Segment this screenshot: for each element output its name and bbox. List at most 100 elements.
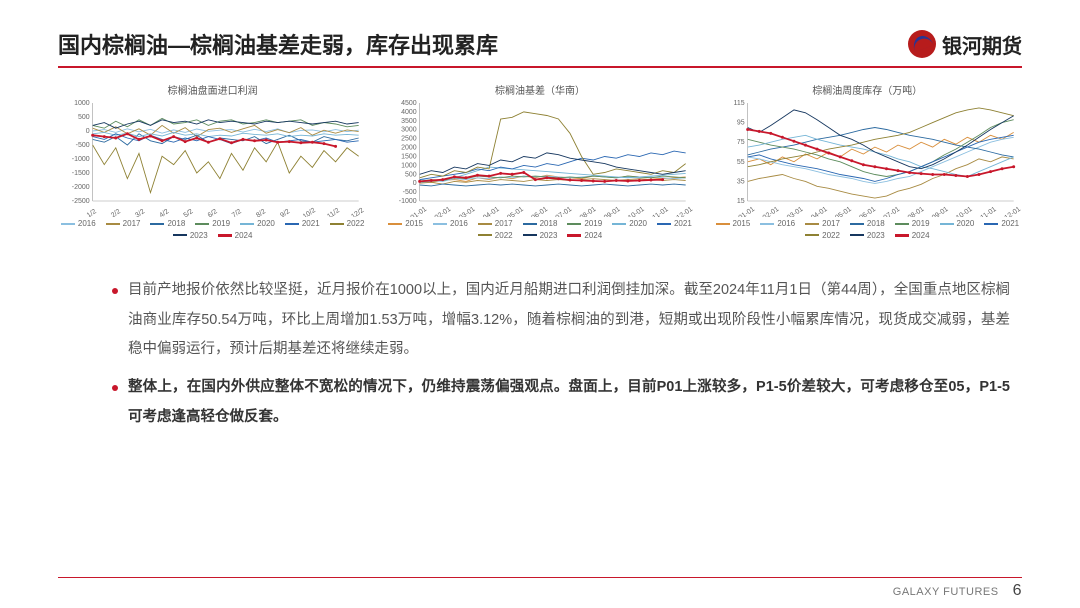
footer-line — [58, 577, 1022, 579]
svg-text:35: 35 — [737, 178, 745, 185]
svg-text:0: 0 — [413, 180, 417, 187]
legend-item: 2017 — [106, 219, 141, 229]
legend-item: 2021 — [285, 219, 320, 229]
svg-text:08-01: 08-01 — [579, 206, 598, 217]
svg-text:3000: 3000 — [401, 127, 417, 134]
chart3-svg: 153555759511501-0102-0103-0104-0105-0106… — [713, 99, 1022, 217]
legend-item: 2016 — [760, 219, 795, 229]
legend-item: 2020 — [940, 219, 975, 229]
svg-text:12/2: 12/2 — [350, 207, 365, 217]
chart-import-profit: 棕榈油盘面进口利润 -2500 -2000 -1500 -1000 -500 0 500 10… — [58, 82, 367, 252]
legend-item: 2017 — [478, 219, 513, 229]
legend-item: 2019 — [567, 219, 602, 229]
legend-item: 2022 — [478, 231, 513, 241]
svg-text:1000: 1000 — [74, 100, 90, 107]
svg-text:11-01: 11-01 — [979, 206, 997, 217]
svg-text:-2500: -2500 — [72, 198, 90, 205]
svg-text:07-01: 07-01 — [555, 206, 574, 217]
svg-text:2/2: 2/2 — [110, 208, 122, 217]
svg-text:3/2: 3/2 — [134, 208, 146, 217]
svg-text:-2000: -2000 — [72, 184, 90, 191]
svg-text:500: 500 — [405, 171, 417, 178]
svg-text:2000: 2000 — [401, 145, 417, 152]
legend-item: 2023 — [173, 231, 208, 241]
legend-item: 2022 — [805, 231, 840, 241]
svg-text:01-01: 01-01 — [410, 206, 429, 217]
svg-text:02-01: 02-01 — [434, 206, 453, 217]
bullet-item: 目前产地报价依然比较坚挺，近月报价在1000以上，国内近月船期进口利润倒挂加深。… — [110, 276, 1010, 365]
chart1-legend: 201620172018201920202021202220232024 — [58, 219, 367, 240]
chart2-title: 棕榈油基差（华南） — [495, 82, 585, 97]
svg-text:01-01: 01-01 — [737, 206, 756, 217]
chart3-title: 棕榈油周度库存（万吨） — [812, 82, 922, 97]
legend-item: 2024 — [895, 231, 930, 241]
svg-text:03-01: 03-01 — [458, 206, 477, 217]
chart3-legend: 2015201620172018201920202021202220232024 — [713, 219, 1022, 240]
svg-text:9/2: 9/2 — [279, 208, 291, 217]
svg-text:7/2: 7/2 — [231, 208, 243, 217]
svg-text:12-01: 12-01 — [1003, 206, 1022, 217]
svg-text:500: 500 — [78, 114, 90, 121]
chart1-title: 棕榈油盘面进口利润 — [168, 82, 258, 97]
chart2-legend: 2015201620172018201920202021202220232024 — [385, 219, 694, 240]
svg-text:15: 15 — [737, 198, 745, 205]
svg-text:-1000: -1000 — [72, 156, 90, 163]
legend-item: 2016 — [433, 219, 468, 229]
svg-text:2500: 2500 — [401, 136, 417, 143]
svg-text:95: 95 — [737, 120, 745, 127]
svg-text:02-01: 02-01 — [761, 206, 780, 217]
svg-text:6/2: 6/2 — [207, 208, 219, 217]
svg-text:04-01: 04-01 — [482, 206, 501, 217]
legend-item: 2016 — [61, 219, 96, 229]
svg-text:4000: 4000 — [401, 109, 417, 116]
title-underline — [58, 66, 1022, 68]
bullet-item: 整体上，在国内外供应整体不宽松的情况下，仍维持震荡偏强观点。盘面上，目前P01上… — [110, 373, 1010, 432]
legend-item: 2019 — [895, 219, 930, 229]
svg-text:12-01: 12-01 — [676, 206, 695, 217]
legend-item: 2021 — [657, 219, 692, 229]
svg-text:-500: -500 — [76, 142, 90, 149]
chart2-svg: -1000 -500 0 500 1000 15002000 2500 3000 3500 400… — [385, 99, 694, 217]
svg-text:0: 0 — [86, 128, 90, 135]
svg-text:4500: 4500 — [401, 100, 417, 107]
footer-brand: GALAXY FUTURES — [893, 586, 999, 598]
svg-text:11/2: 11/2 — [326, 207, 341, 217]
brand-logo: 银河期货 — [908, 30, 1022, 59]
legend-item: 2024 — [218, 231, 253, 241]
svg-text:06-01: 06-01 — [858, 206, 877, 217]
footer: GALAXY FUTURES 6 — [893, 582, 1022, 600]
svg-text:115: 115 — [733, 100, 744, 107]
svg-text:-500: -500 — [403, 189, 417, 196]
legend-item: 2018 — [523, 219, 558, 229]
brand-name: 银河期货 — [942, 30, 1022, 59]
svg-text:1000: 1000 — [401, 162, 417, 169]
legend-item: 2020 — [240, 219, 275, 229]
slide: 国内棕榈油—棕榈油基差走弱，库存出现累库 银河期货 棕榈油盘面进口利润 -250… — [0, 0, 1080, 608]
legend-item: 2021 — [984, 219, 1019, 229]
legend-item: 2022 — [330, 219, 365, 229]
svg-text:55: 55 — [737, 159, 745, 166]
page-title: 国内棕榈油—棕榈油基差走弱，库存出现累库 — [58, 28, 498, 60]
svg-text:-1000: -1000 — [399, 198, 417, 205]
chart-inventory: 棕榈油周度库存（万吨） 153555759511501-0102-0103-01… — [713, 82, 1022, 252]
charts-row: 棕榈油盘面进口利润 -2500 -2000 -1500 -1000 -500 0 500 10… — [58, 82, 1022, 252]
svg-text:3500: 3500 — [401, 118, 417, 125]
svg-text:-1500: -1500 — [72, 170, 90, 177]
chart1-svg: -2500 -2000 -1500 -1000 -500 0 500 1000 1/2 2/2 3/… — [58, 99, 367, 217]
legend-item: 2023 — [850, 231, 885, 241]
legend-item: 2018 — [150, 219, 185, 229]
svg-text:05-01: 05-01 — [834, 206, 853, 217]
svg-text:5/2: 5/2 — [183, 208, 195, 217]
bullet-list: 目前产地报价依然比较坚挺，近月报价在1000以上，国内近月船期进口利润倒挂加深。… — [110, 276, 1010, 441]
svg-text:11-01: 11-01 — [652, 206, 670, 217]
svg-text:1/2: 1/2 — [86, 208, 98, 217]
page-number: 6 — [1013, 582, 1022, 600]
svg-text:10-01: 10-01 — [627, 206, 646, 217]
legend-item: 2023 — [523, 231, 558, 241]
legend-item: 2020 — [612, 219, 647, 229]
legend-item: 2024 — [567, 231, 602, 241]
svg-text:1500: 1500 — [401, 153, 417, 160]
legend-item: 2015 — [716, 219, 751, 229]
legend-item: 2017 — [805, 219, 840, 229]
logo-emblem-icon — [908, 30, 936, 58]
